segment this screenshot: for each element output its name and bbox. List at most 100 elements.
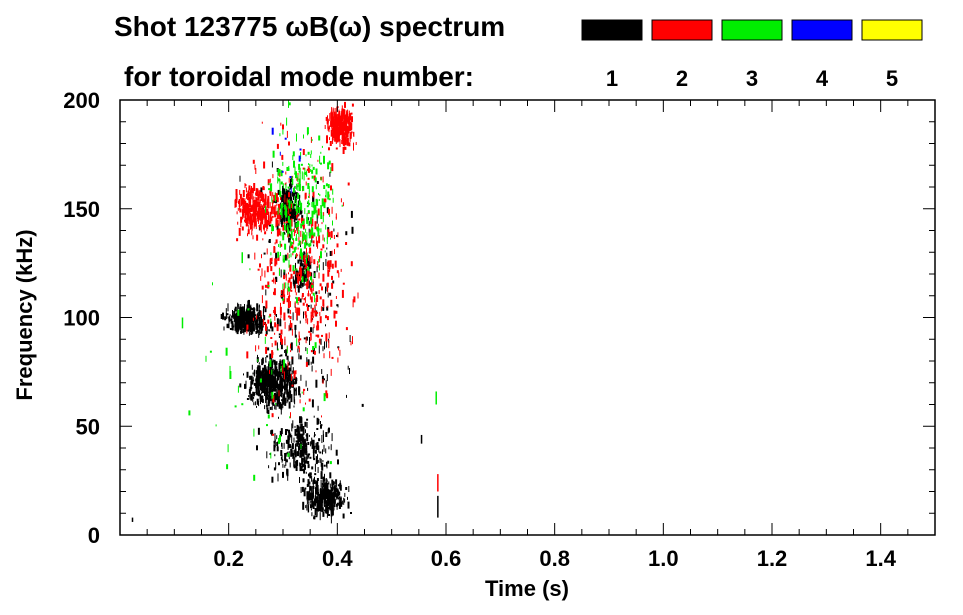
spectrum-point-mode-1 — [269, 386, 270, 395]
spectrum-point-mode-1 — [287, 474, 289, 481]
spectrum-point-mode-2 — [270, 337, 273, 339]
spectrum-point-mode-2 — [248, 208, 250, 212]
spectrum-point-mode-3 — [284, 243, 287, 250]
spectrum-point-mode-1 — [320, 421, 321, 424]
spectrum-point-mode-1 — [257, 365, 260, 372]
spectrum-point-mode-2 — [259, 210, 262, 215]
spectrum-point-mode-3 — [320, 176, 322, 181]
spectrum-point-mode-1 — [252, 379, 255, 382]
spectrum-point-mode-3 — [300, 443, 302, 449]
spectrum-point-mode-2 — [287, 295, 290, 301]
spectrum-point-mode-3 — [281, 212, 283, 218]
spectrum-point-mode-2 — [285, 171, 287, 175]
spectrum-point-mode-2 — [304, 311, 307, 316]
spectrum-point-mode-1 — [326, 507, 329, 513]
spectrum-point-mode-1 — [330, 509, 333, 517]
spectrum-point-mode-1 — [326, 478, 328, 486]
spectrum-point-mode-1 — [243, 373, 244, 376]
spectrum-point-mode-3 — [291, 241, 294, 244]
spectrum-point-mode-3 — [282, 129, 284, 135]
spectrum-point-mode-1 — [320, 471, 323, 480]
spectrum-point-mode-3 — [302, 237, 304, 244]
spectrum-point-mode-1 — [322, 511, 325, 517]
spectrum-point-mode-1 — [241, 306, 244, 314]
spectrum-point-mode-1 — [316, 459, 319, 463]
spectrum-point-mode-2 — [353, 142, 354, 151]
spectrum-point-mode-3 — [299, 207, 300, 214]
spectrum-point-mode-1 — [281, 197, 283, 203]
spectrum-point-mode-2 — [260, 217, 263, 224]
spectrum-point-mode-2 — [343, 124, 345, 129]
spectrum-point-mode-1 — [325, 500, 328, 504]
spectrum-point-mode-3 — [280, 204, 283, 213]
spectrum-point-mode-3 — [289, 416, 291, 419]
spectrum-point-mode-1 — [267, 377, 270, 386]
spectrum-point-mode-2 — [290, 412, 291, 419]
spectrum-point-mode-1 — [285, 459, 288, 463]
spectrum-point-mode-1 — [300, 466, 303, 471]
spectrum-point-mode-1 — [324, 505, 326, 507]
spectrum-point-mode-2 — [245, 187, 247, 193]
spectrum-point-mode-1 — [294, 196, 297, 199]
spectrum-point-mode-3 — [287, 186, 290, 189]
spectrum-point-mode-3 — [311, 202, 313, 207]
spectrum-point-mode-1 — [279, 319, 282, 327]
spectrum-point-mode-2 — [327, 269, 330, 277]
spectrum-point-mode-1 — [246, 309, 249, 315]
spectrum-point-mode-1 — [306, 258, 309, 267]
spectrum-point-mode-1 — [302, 478, 305, 483]
spectrum-point-mode-1 — [284, 392, 285, 400]
spectrum-point-mode-1 — [324, 341, 325, 350]
spectrum-point-mode-2 — [348, 126, 350, 131]
spectrum-point-mode-1 — [328, 492, 330, 500]
spectrum-point-mode-1 — [265, 404, 268, 407]
spectrum-point-mode-1 — [293, 405, 295, 408]
spectrum-point-mode-3 — [308, 163, 310, 166]
spectrum-point-mode-2 — [254, 211, 256, 220]
spectrum-point-mode-2 — [312, 279, 314, 283]
spectrum-point-mode-2 — [310, 136, 312, 143]
spectrum-point-mode-2 — [248, 189, 250, 195]
spectrum-point-mode-1 — [327, 292, 329, 298]
spectrum-point-mode-1 — [306, 460, 309, 464]
spectrum-point-mode-2 — [266, 266, 269, 273]
spectrum-point-mode-1 — [307, 504, 309, 513]
chart-title-line1: Shot 123775 ωB(ω) spectrum — [114, 11, 505, 42]
spectrum-point-mode-3 — [311, 227, 314, 236]
spectrum-point-mode-1 — [243, 319, 246, 324]
spectrum-point-mode-1 — [324, 473, 325, 480]
spectrum-point-mode-2 — [341, 105, 343, 111]
spectrum-point-mode-1 — [326, 491, 328, 499]
spectrum-point-mode-1 — [293, 209, 294, 214]
spectrum-point-mode-1 — [294, 324, 297, 330]
spectrum-point-mode-1 — [307, 387, 309, 391]
spectrum-point-mode-2 — [242, 210, 244, 217]
spectrum-point-mode-2 — [317, 334, 320, 338]
spectrum-point-mode-1 — [274, 433, 276, 442]
spectrum-point-mode-2 — [317, 159, 319, 162]
spectrum-point-mode-2 — [290, 350, 292, 353]
spectrum-point-mode-1 — [228, 316, 231, 319]
spectrum-point-mode-2 — [327, 122, 329, 129]
spectrum-point-mode-2 — [254, 224, 257, 227]
spectrum-point-mode-1 — [314, 499, 316, 506]
spectrum-point-mode-2 — [239, 189, 241, 195]
spectrum-point-mode-1 — [294, 451, 297, 457]
spectrum-point-mode-2 — [244, 219, 246, 222]
spectrum-point-mode-1 — [344, 492, 346, 497]
spectrum-point-mode-2 — [329, 141, 332, 146]
spectrum-point-mode-3 — [300, 152, 302, 159]
spectrum-point-mode-2 — [252, 159, 255, 164]
spectrum-point-mode-2 — [355, 142, 357, 145]
spectrum-point-mode-1 — [302, 269, 304, 277]
spectrum-point-mode-2 — [321, 415, 322, 418]
spectrum-point-mode-1 — [266, 396, 269, 400]
spectrum-point-mode-1 — [280, 386, 282, 391]
spectrum-point-mode-2 — [338, 128, 341, 133]
spectrum-point-mode-3 — [294, 246, 297, 250]
spectrum-point-mode-1 — [243, 327, 245, 331]
spectrum-point-mode-2 — [319, 296, 322, 300]
spectrum-point-mode-1 — [249, 392, 251, 400]
legend-label-mode-4: 4 — [816, 66, 829, 91]
spectrum-point-mode-1 — [255, 324, 258, 326]
